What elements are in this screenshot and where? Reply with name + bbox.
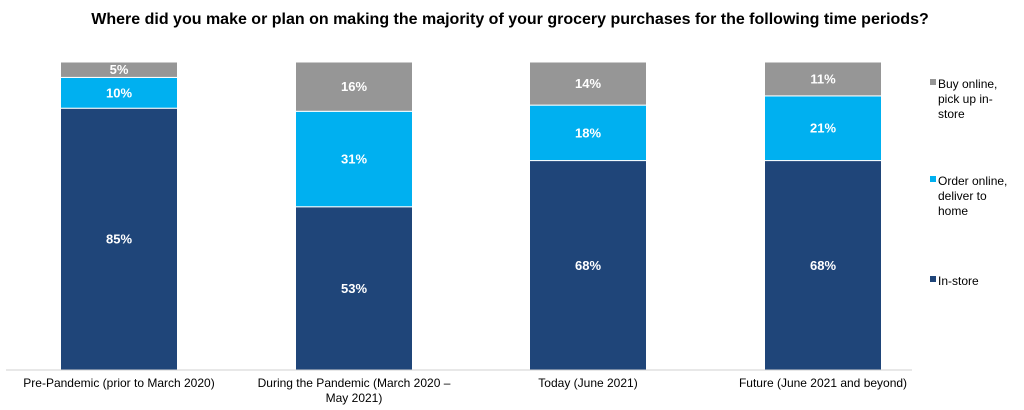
bar-segment (764, 95, 882, 162)
bar-segment (529, 61, 647, 106)
chart-title: Where did you make or plan on making the… (91, 11, 929, 28)
legend-label: In-store (938, 274, 979, 288)
legend-label: store (938, 107, 965, 121)
bar-segment (295, 61, 413, 112)
data-label: 21% (810, 121, 836, 136)
category-label: Pre-Pandemic (prior to March 2020) (23, 376, 214, 390)
legend-label: home (938, 204, 968, 218)
data-label: 16% (341, 79, 367, 94)
legend-swatch (930, 79, 936, 85)
data-label: 68% (575, 258, 601, 273)
legend-swatch (930, 276, 936, 282)
legend-swatch (930, 176, 936, 182)
data-label: 10% (106, 85, 132, 100)
legend-label: deliver to (938, 189, 987, 203)
legend-label: pick up in- (938, 92, 993, 106)
legend: Buy online,pick up in-store Order online,… (930, 77, 1007, 288)
bar-segment (60, 76, 178, 109)
legend-label: Order online, (938, 174, 1007, 188)
bar-segment (60, 107, 178, 371)
bar-segment (529, 104, 647, 162)
category-label: May 2021) (326, 391, 383, 405)
bar-segment (60, 61, 178, 78)
category-labels: Pre-Pandemic (prior to March 2020) During… (23, 376, 907, 405)
bar-segment (295, 110, 413, 208)
bar-segment (764, 160, 882, 371)
data-label: 53% (341, 281, 367, 296)
category-label: Today (June 2021) (538, 376, 637, 390)
category-label: During the Pandemic (March 2020 – (258, 376, 451, 390)
data-label: 14% (575, 76, 601, 91)
legend-label: Buy online, (938, 77, 997, 91)
data-label: 5% (110, 62, 129, 77)
bars-group: 85% 10% 5% 53% 31% 16% 68% 18% 14% 68% 21% 11% (60, 61, 882, 371)
data-label: 11% (810, 71, 836, 86)
data-label: 85% (106, 232, 132, 247)
data-label: 31% (341, 152, 367, 167)
data-label: 68% (810, 258, 836, 273)
bar-segment (764, 61, 882, 97)
data-label: 18% (575, 125, 601, 140)
category-label: Future (June 2021 and beyond) (739, 376, 907, 390)
